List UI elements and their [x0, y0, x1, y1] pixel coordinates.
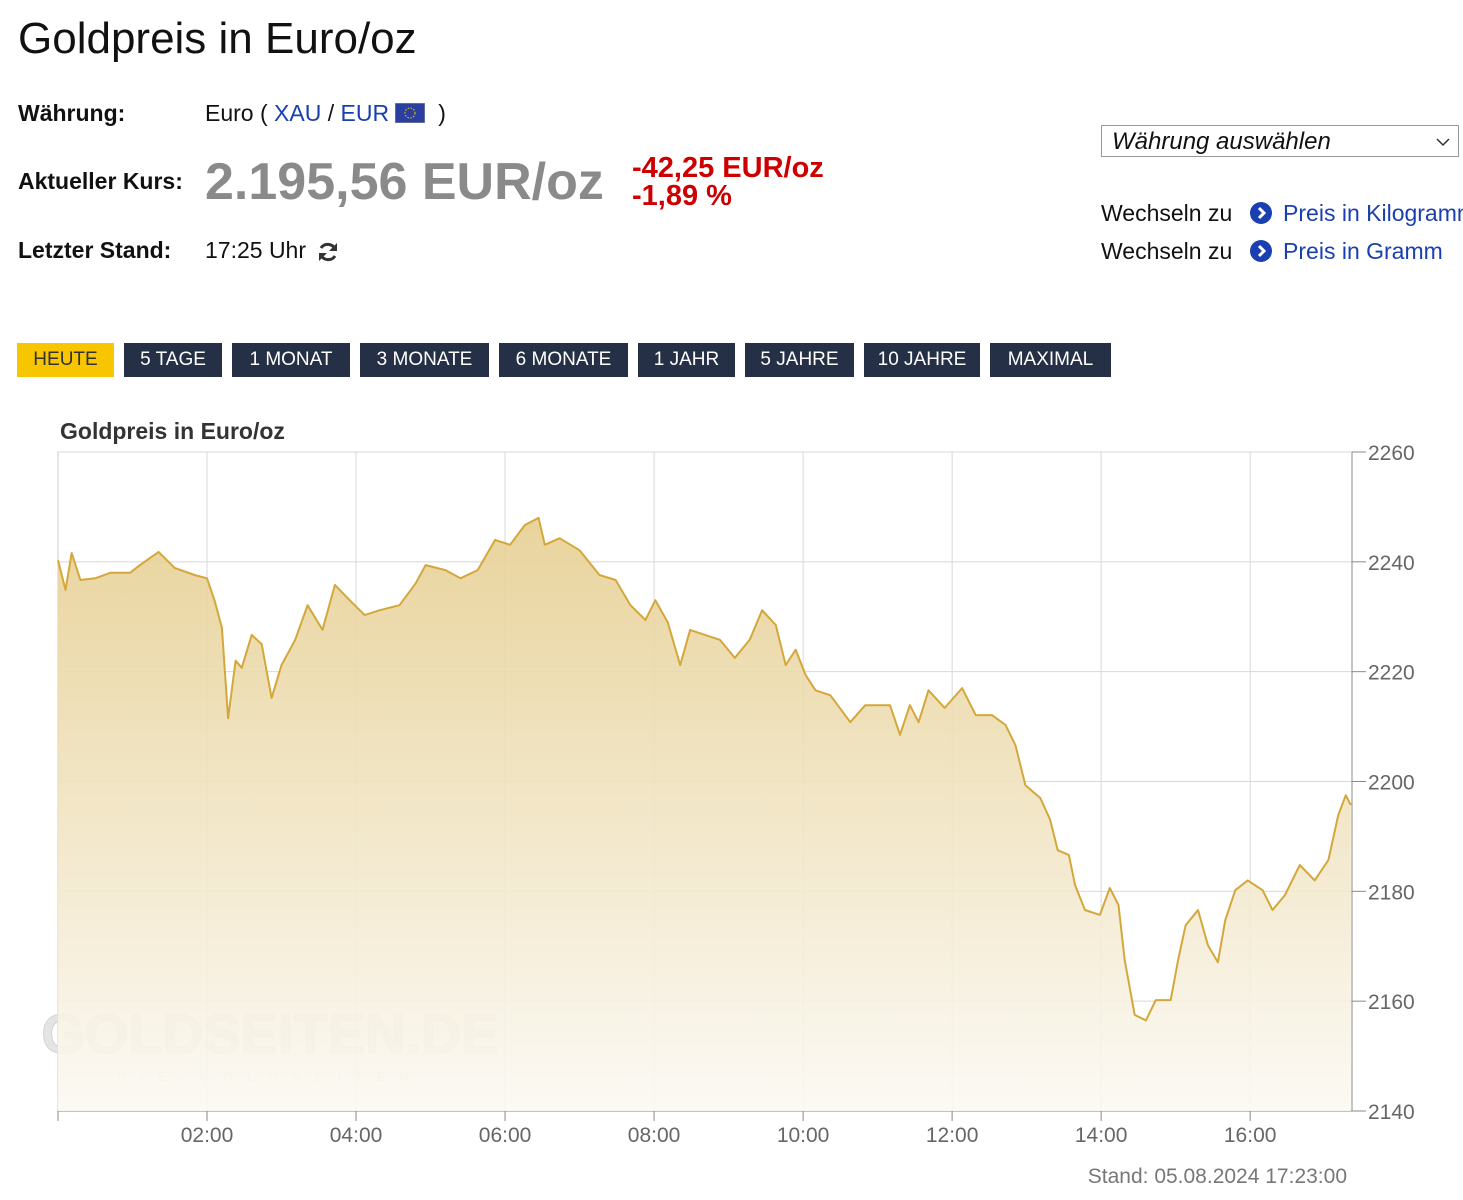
range-tab[interactable]: 5 JAHRE [745, 343, 854, 377]
label: Aktueller Kurs: [18, 168, 183, 194]
label: Letzter Stand: [18, 237, 172, 263]
x-tick-label: 14:00 [1075, 1124, 1128, 1147]
chart-title: Goldpreis in Euro/oz [60, 418, 285, 444]
range-tab[interactable]: 5 TAGE [124, 343, 222, 377]
x-tick-label: 08:00 [628, 1124, 681, 1147]
range-tab[interactable]: 10 JAHRE [864, 343, 980, 377]
text: Euro ( [205, 100, 268, 126]
y-tick-label: 2140 [1368, 1101, 1415, 1124]
text: Wechseln zu [1101, 238, 1233, 264]
range-tab[interactable]: 1 JAHR [638, 343, 735, 377]
text: / [327, 100, 335, 126]
refresh-icon[interactable] [316, 240, 340, 264]
change-pct: -1,89 % [632, 180, 732, 212]
link[interactable]: EUR [340, 100, 390, 126]
select-text: Währung auswählen [1112, 128, 1331, 155]
text: Wechseln zu [1101, 200, 1233, 226]
link[interactable]: XAU [274, 100, 322, 126]
label: Währung: [18, 100, 126, 126]
arrow-icon [1249, 240, 1272, 262]
area [58, 517, 1351, 1111]
x-tick-label: 12:00 [926, 1124, 979, 1147]
link[interactable]: Preis in Kilogramm [1283, 200, 1463, 226]
range-tab[interactable]: MAXIMAL [990, 343, 1111, 377]
text: ) [438, 100, 446, 126]
chevron [1436, 138, 1450, 147]
y-tick-label: 2200 [1368, 772, 1415, 795]
y-tick-label: 2240 [1368, 552, 1415, 575]
chart: Goldpreis in Euro/oz GOLDSEITEN.DEDIE-GO… [41, 418, 1415, 1188]
range-tab[interactable]: 1 MONAT [232, 343, 350, 377]
x-tick-label: 04:00 [330, 1124, 383, 1147]
price: 2.195,56 EUR/oz [205, 153, 604, 211]
page-title: Goldpreis in Euro/oz [18, 14, 417, 63]
updated: 17:25 Uhr [205, 237, 307, 263]
change-abs: -42,25 EUR/oz [632, 152, 824, 184]
link[interactable]: Preis in Gramm [1283, 238, 1443, 264]
x-tick-label: 16:00 [1224, 1124, 1277, 1147]
x-tick-label: 10:00 [777, 1124, 830, 1147]
eu-flag [394, 102, 426, 124]
chart-footer: Stand: 05.08.2024 17:23:00 [1088, 1165, 1347, 1188]
switch-row: Wechseln zu Preis in Gramm [1101, 238, 1443, 265]
range-tab[interactable]: 3 MONATE [360, 343, 489, 377]
range-tab[interactable]: 6 MONATE [499, 343, 628, 377]
x-tick-label: 06:00 [479, 1124, 532, 1147]
line [57, 516, 1352, 1022]
y-tick-label: 2160 [1368, 991, 1415, 1014]
range-tab[interactable]: HEUTE [17, 343, 114, 377]
y-tick-label: 2220 [1368, 662, 1415, 685]
switch-row: Wechseln zu Preis in Kilogramm [1101, 200, 1463, 227]
y-tick-label: 2260 [1368, 442, 1415, 465]
x-tick-label: 02:00 [181, 1124, 234, 1147]
currency-select[interactable]: Währung auswählen [1101, 125, 1459, 157]
arrow-icon [1249, 202, 1272, 224]
y-tick-label: 2180 [1368, 881, 1415, 904]
currency: Euro ( XAU / EUR ) [205, 100, 446, 127]
